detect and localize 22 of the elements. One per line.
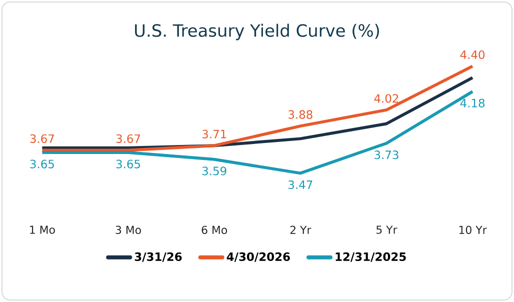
data-label: 3.88 (288, 110, 312, 119)
x-tick-label: 6 Mo (202, 226, 228, 234)
data-label: 3.73 (374, 150, 398, 160)
data-label: 4.02 (374, 94, 398, 103)
data-label: 3.59 (202, 166, 226, 176)
data-label: 3.65 (116, 160, 140, 168)
x-tick-label: 3 Mo (116, 226, 141, 234)
x-tick-label: 2 Yr (290, 226, 312, 234)
legend-label: 12/31/2025 (336, 252, 406, 262)
legend-label: 4/30/2026 (226, 252, 290, 262)
data-label: 3.47 (288, 180, 312, 190)
data-label: 3.71 (202, 130, 226, 138)
data-label: 3.67 (30, 134, 54, 143)
x-tick-label: 1 Mo (30, 226, 55, 234)
data-label: 3.65 (30, 160, 54, 168)
data-label: 4.40 (460, 50, 485, 60)
legend-label: 3/31/26 (134, 252, 182, 262)
data-label: 4.18 (460, 98, 485, 108)
x-tick-label: 5 Yr (376, 226, 398, 234)
x-tick-label: 10 Yr (459, 226, 487, 234)
chart-title: U.S. Treasury Yield Curve (%) (135, 24, 379, 40)
data-label: 3.67 (116, 134, 140, 143)
